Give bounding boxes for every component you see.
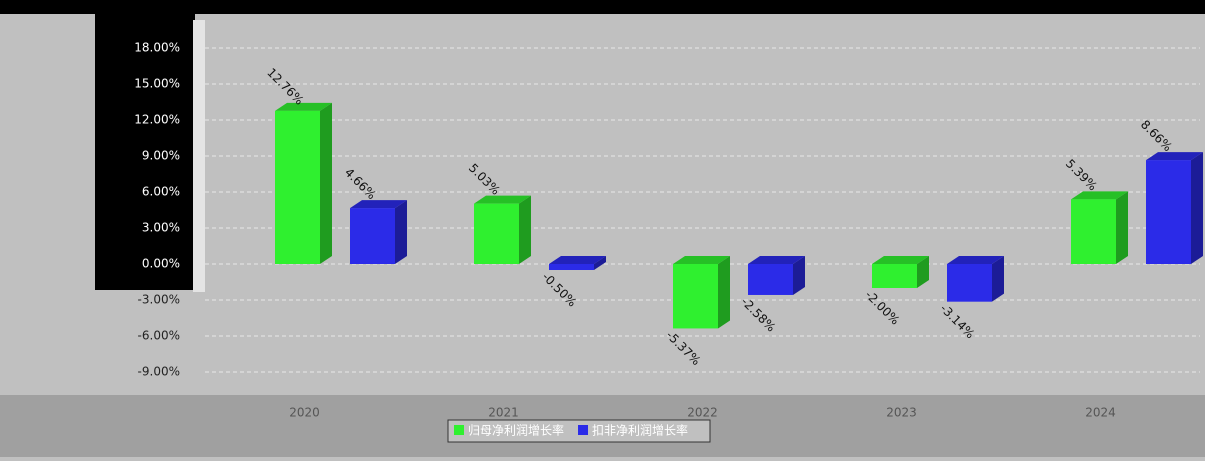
value-label: 5.39%: [1063, 157, 1100, 194]
bar-top: [275, 102, 332, 111]
bar-top: [474, 195, 531, 204]
bar-side: [1116, 191, 1128, 264]
bar-top: [872, 256, 929, 264]
y-tick-label: -9.00%: [138, 365, 180, 379]
bar-top: [1146, 152, 1203, 161]
bar: [350, 208, 395, 264]
y-tick-label: 18.00%: [134, 41, 180, 55]
bar-side: [992, 256, 1004, 302]
bar: [1146, 160, 1191, 264]
legend-swatch: [454, 425, 464, 435]
x-tick-label: 2022: [687, 406, 718, 420]
bar: [549, 264, 594, 270]
bar-top: [748, 256, 805, 264]
bar: [748, 264, 793, 295]
bar-side: [320, 102, 332, 264]
value-label: 8.66%: [1138, 117, 1175, 154]
bar-top: [350, 200, 407, 209]
legend-label: 扣非净利润增长率: [592, 423, 688, 438]
y-tick-label: 12.00%: [134, 113, 180, 127]
y-tick-label: 15.00%: [134, 77, 180, 91]
bar: [947, 264, 992, 302]
legend-label: 归母净利润增长率: [468, 423, 564, 438]
bar-top: [1071, 191, 1128, 200]
bar-side: [594, 256, 606, 270]
value-label: 4.66%: [342, 165, 379, 202]
axis-panel: [95, 14, 195, 290]
y-tick-label: -6.00%: [138, 329, 180, 343]
bar-top: [549, 256, 606, 264]
y-tick-label: 9.00%: [142, 149, 180, 163]
top-bar: [0, 0, 1205, 14]
bar-side: [917, 256, 929, 288]
y-tick-label: 0.00%: [142, 257, 180, 271]
y-tick-label: -3.00%: [138, 293, 180, 307]
value-label: 12.76%: [264, 65, 306, 107]
x-tick-label: 2020: [289, 406, 320, 420]
x-tick-label: 2024: [1085, 406, 1116, 420]
y-tick-label: 6.00%: [142, 185, 180, 199]
value-label: -0.50%: [539, 270, 579, 310]
value-label: -5.37%: [663, 328, 703, 368]
value-label: -2.00%: [862, 288, 902, 328]
bar: [474, 203, 519, 264]
bar: [275, 110, 320, 264]
bar-top: [673, 256, 730, 264]
y-tick-label: 3.00%: [142, 221, 180, 235]
x-tick-label: 2023: [886, 406, 917, 420]
bar: [1071, 199, 1116, 264]
x-tick-label: 2021: [488, 406, 519, 420]
bar-side: [718, 256, 730, 329]
axis-wall: [193, 20, 205, 292]
value-label: -2.58%: [738, 295, 778, 335]
value-label: -3.14%: [937, 301, 977, 341]
bar: [872, 264, 917, 288]
bar: [673, 264, 718, 329]
bar-side: [1191, 152, 1203, 264]
bar-side: [395, 200, 407, 264]
bar-side: [519, 195, 531, 264]
bar-top: [947, 256, 1004, 264]
legend-swatch: [578, 425, 589, 435]
bar-side: [793, 256, 805, 295]
